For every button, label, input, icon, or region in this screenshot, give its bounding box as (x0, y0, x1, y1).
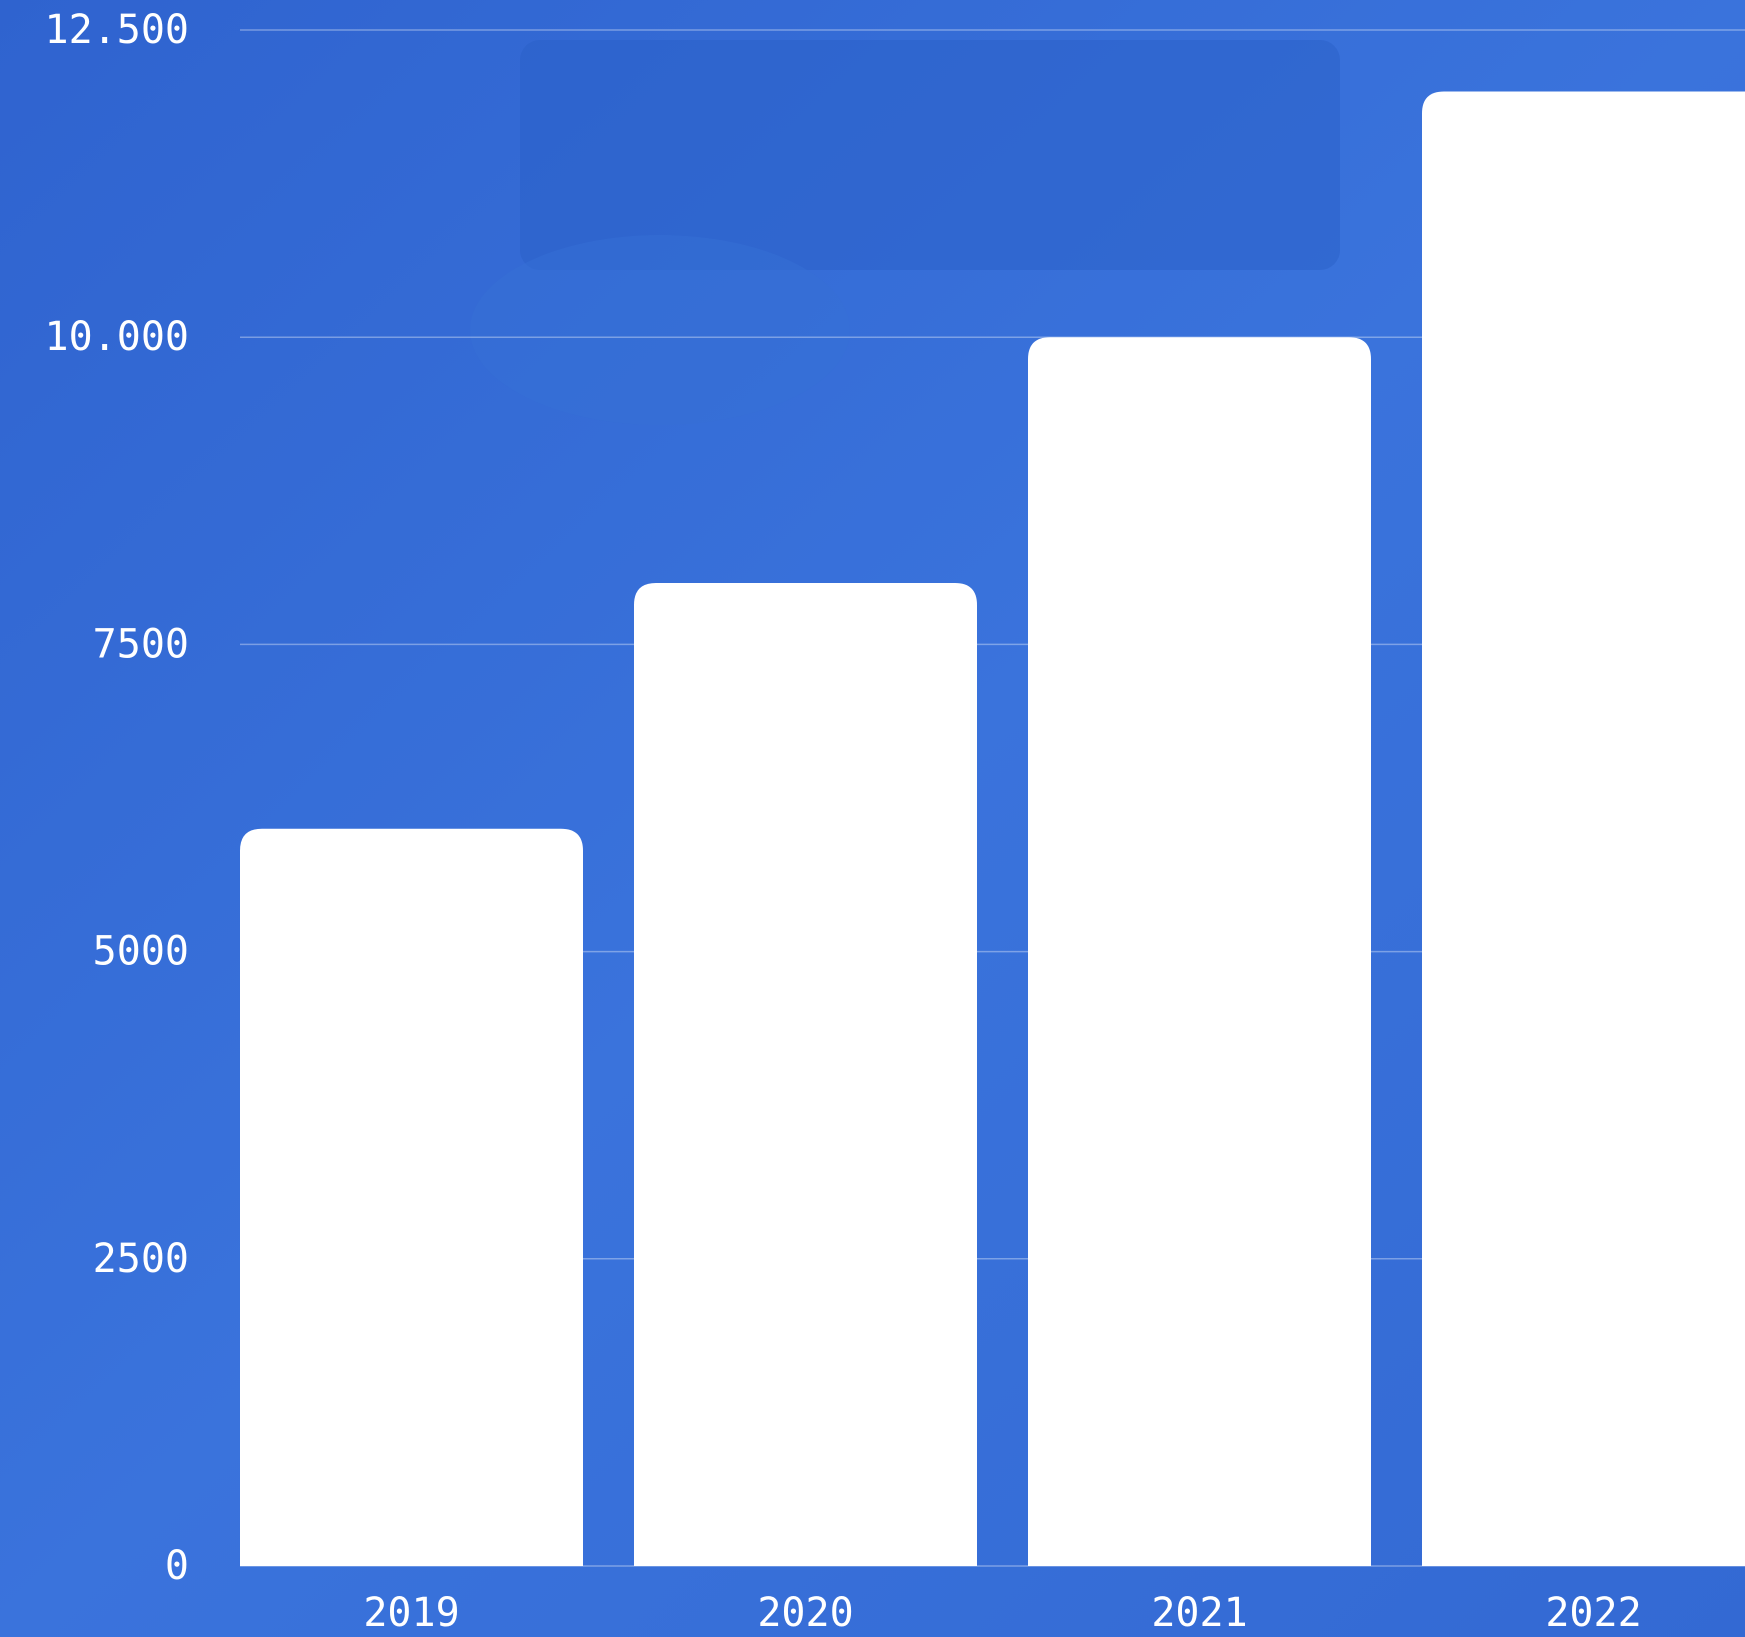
x-tick-label: 2022 (1545, 1590, 1641, 1636)
x-tick-label: 2019 (363, 1590, 459, 1636)
x-tick-label: 2021 (1151, 1590, 1247, 1636)
plot: 0 2500 5000 7500 10.000 12.500 2019 2020 2021 202… (45, 7, 1745, 1636)
y-tick-label: 2500 (93, 1236, 189, 1282)
y-tick-label: 10.000 (45, 314, 190, 360)
bar (1028, 337, 1371, 1567)
background-shape (470, 235, 850, 425)
bar (634, 582, 977, 1566)
y-tick-label: 7500 (93, 621, 189, 667)
y-tick-label: 0 (165, 1543, 189, 1589)
background-shape (520, 40, 1340, 270)
bar (240, 828, 583, 1566)
y-tick-label: 5000 (93, 929, 189, 975)
y-tick-label: 12.500 (45, 7, 190, 53)
x-tick-label: 2020 (757, 1590, 853, 1636)
bar (1422, 91, 1745, 1566)
